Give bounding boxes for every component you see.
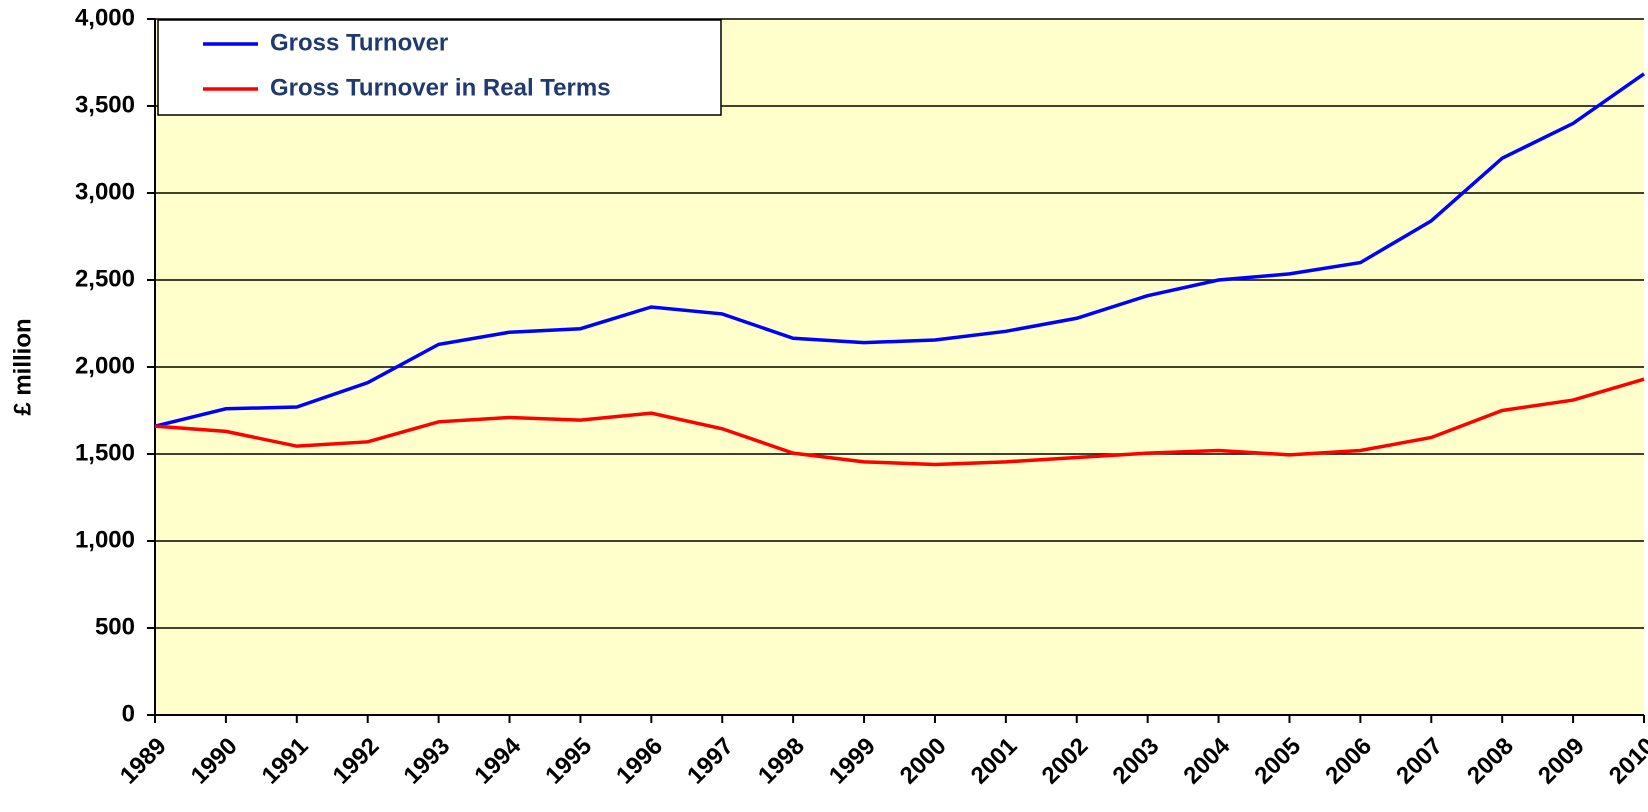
line-series (154, 72, 1646, 428)
x-tick-label: 2000 (895, 733, 952, 790)
x-tick-label: 2004 (1178, 732, 1235, 789)
x-tick-label: 1995 (540, 733, 597, 790)
x-tick-label: 1994 (469, 732, 526, 789)
y-tick-label: 2,500 (75, 265, 135, 292)
x-tick-label: 1991 (257, 733, 314, 790)
y-tick-label: 2,000 (75, 352, 135, 379)
x-tick-label: 1989 (115, 733, 172, 790)
x-tick-label: 1996 (611, 733, 668, 790)
x-tick-label: 1998 (753, 733, 810, 790)
legend-label: Gross Turnover in Real Terms (270, 74, 611, 101)
line-series (154, 377, 1645, 467)
x-tick-label: 2010 (1604, 733, 1648, 790)
x-tick-label: 2002 (1037, 733, 1094, 790)
x-tick-label: 1990 (186, 733, 243, 790)
y-tick-label: 500 (95, 613, 135, 640)
legend-label: Gross Turnover (270, 29, 448, 56)
y-tick-label: 4,000 (75, 4, 135, 31)
legend-box (157, 19, 722, 116)
x-tick-label: 2003 (1108, 733, 1165, 790)
y-tick-label: 0 (122, 700, 135, 727)
x-tick-label: 1997 (682, 733, 739, 790)
x-tick-label: 2008 (1462, 733, 1519, 790)
y-tick-label: 3,500 (75, 91, 135, 118)
x-tick-label: 2005 (1249, 733, 1306, 790)
x-tick-label: 2006 (1320, 733, 1377, 790)
y-tick-label: 1,500 (75, 439, 135, 466)
x-tick-label: 2001 (966, 733, 1023, 790)
x-tick-label: 1992 (328, 733, 385, 790)
x-tick-label: 1993 (399, 733, 456, 790)
y-tick-label: 1,000 (75, 526, 135, 553)
x-tick-label: 1999 (824, 733, 881, 790)
y-tick-label: 3,000 (75, 178, 135, 205)
x-tick-label: 2009 (1533, 733, 1590, 790)
y-axis-label: £ million (9, 318, 36, 415)
x-tick-label: 2007 (1391, 733, 1448, 790)
